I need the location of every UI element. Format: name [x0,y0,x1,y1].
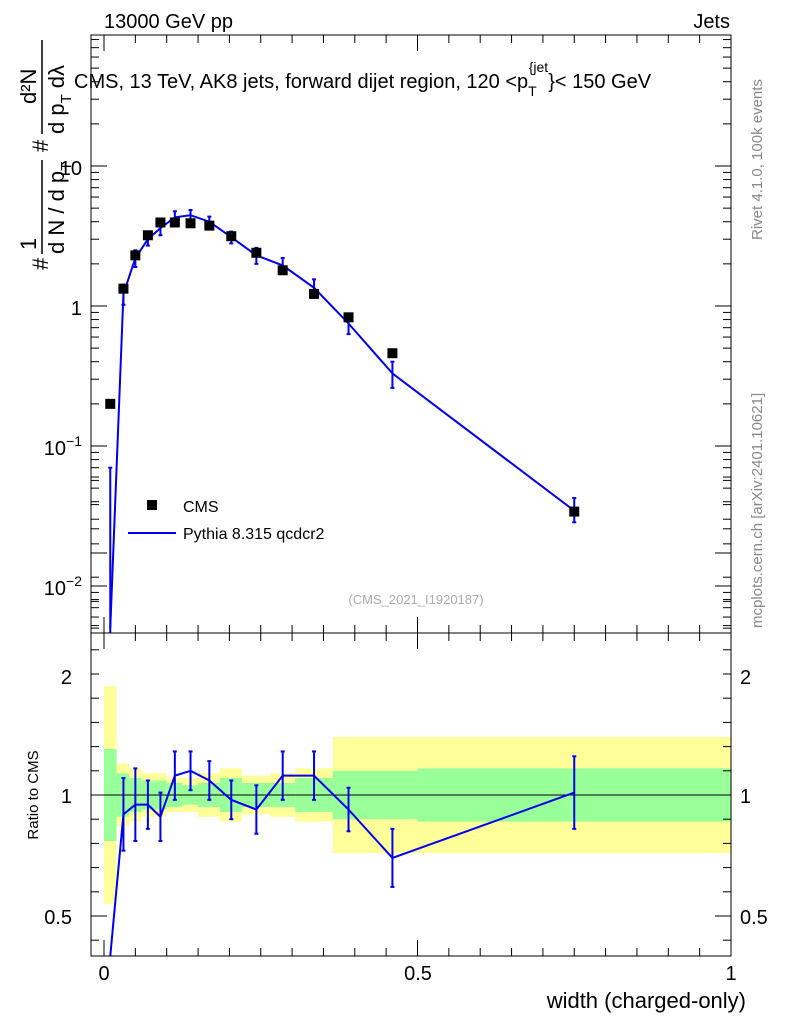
ratio-y-tick-label-2-right: 2 [740,667,751,689]
ratio-frame [90,632,732,957]
main-ticks [91,35,732,633]
y-tick-label-1e-2: 10−2 [44,573,82,600]
main-panel: 10−2 10−1 1 10 (CMS_2021_I1920187) CMS, … [16,34,732,634]
x-tick-label-05: 0.5 [404,963,432,985]
cms-data-point [569,506,580,517]
ratio-ticks [91,479,732,956]
cms-data-point [387,348,398,359]
mcplots-label: mcplots.cern.ch [arXiv:2401.10621] [749,393,766,628]
y-tick-label-1e-1: 10−1 [44,433,82,460]
x-axis-label: width (charged-only) [546,988,746,1013]
cms-data-point [118,283,129,294]
cms-data-point [142,230,153,241]
cms-data-point [130,250,141,261]
main-y-tick-labels: 10−2 10−1 1 10 [44,158,82,600]
energy-label: 13000 GeV pp [104,11,233,33]
ratio-panel: 2 1 0.5 2 1 0.5 Ratio to CMS 0 0.5 1 wid… [25,479,768,1013]
mc-curve [109,214,575,629]
category-label: Jets [693,11,730,33]
main-y-axis-label: # 1 d N / d pT # d²N d pTdλ [16,40,75,270]
ratio-y-tick-label-05-right: 0.5 [740,907,768,929]
cms-data-point [309,288,320,299]
cms-data-point [343,312,354,323]
svg-text:d²N: d²N [16,69,41,104]
x-tick-label-1: 1 [725,963,736,985]
cms-data-point [105,398,116,409]
main-series [105,208,580,633]
ratio-y-tick-label-1: 1 [61,786,72,808]
ratio-y-axis-label: Ratio to CMS [25,750,42,839]
svg-text:1: 1 [16,238,41,250]
ratio-y-tick-label-05: 0.5 [44,907,72,929]
cms-data-point [204,220,215,231]
cms-data-point [277,265,288,276]
legend: CMS Pythia 8.315 qcdcr2 [128,499,325,543]
cms-data-point [185,218,196,229]
x-tick-label-0: 0 [98,963,109,985]
legend-mc-label: Pythia 8.315 qcdcr2 [183,526,325,543]
cms-data-point [226,231,237,242]
cms-data-point [251,247,262,258]
analysis-watermark: (CMS_2021_I1920187) [348,592,483,607]
ratio-y-tick-label-2: 2 [61,667,72,689]
ratio-series [109,750,577,957]
main-frame [90,34,732,634]
cms-data-point [169,217,180,228]
chart-title: CMS, 13 TeV, AK8 jets, forward dijet reg… [74,59,652,99]
legend-cms-label: CMS [183,499,219,516]
y-tick-label-1: 1 [71,298,82,320]
y-tick-label-10: 10 [60,158,82,180]
ratio-y-tick-label-1-right: 1 [740,786,751,808]
svg-text:#: # [28,257,53,270]
cms-data-point [155,217,166,228]
legend-cms-marker [147,500,157,510]
svg-text:d N / d pT: d N / d pT [44,162,75,254]
rivet-version-label: Rivet 4.1.0, 100k events [749,79,766,240]
svg-text:#: # [28,139,53,152]
svg-text:d pTdλ: d pTdλ [44,65,75,134]
